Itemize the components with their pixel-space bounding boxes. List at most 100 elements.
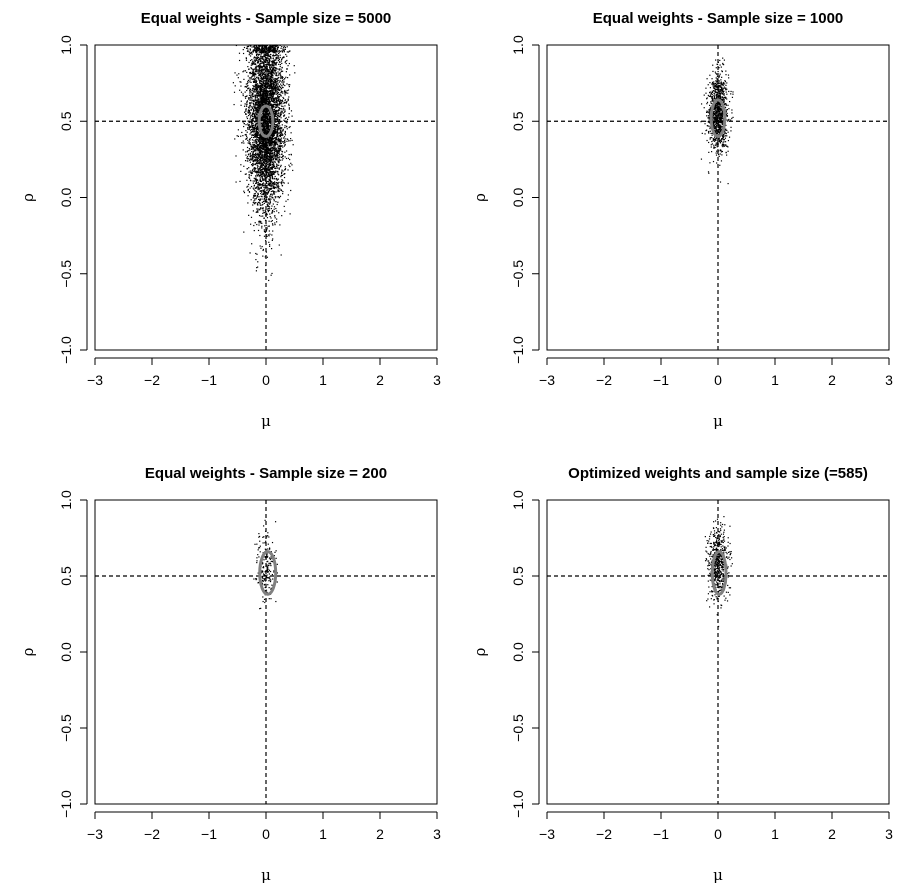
data-point xyxy=(263,150,265,152)
data-point xyxy=(258,138,260,140)
data-point xyxy=(248,158,250,160)
data-point xyxy=(270,158,272,160)
data-point xyxy=(249,152,251,154)
data-point xyxy=(268,142,270,144)
data-point xyxy=(266,128,268,130)
data-point xyxy=(258,214,261,217)
data-point xyxy=(260,190,262,192)
data-point xyxy=(259,200,261,202)
data-point xyxy=(262,128,264,130)
data-point xyxy=(267,113,270,116)
data-point xyxy=(274,128,276,130)
data-point xyxy=(268,207,270,209)
data-point xyxy=(268,118,271,120)
data-point xyxy=(258,188,260,190)
data-point xyxy=(280,75,282,77)
data-point xyxy=(274,217,276,219)
data-point xyxy=(260,195,262,197)
data-point xyxy=(276,156,278,158)
data-point xyxy=(253,100,255,103)
data-point xyxy=(275,45,278,47)
data-point xyxy=(256,173,258,175)
data-point xyxy=(267,144,269,146)
data-point xyxy=(266,122,269,124)
data-point xyxy=(264,115,266,118)
data-point xyxy=(259,163,261,165)
data-point xyxy=(268,103,270,105)
data-point xyxy=(279,50,281,52)
data-point xyxy=(269,195,271,197)
data-point xyxy=(257,144,259,146)
data-point xyxy=(276,142,278,144)
data-point xyxy=(255,116,257,118)
data-point xyxy=(262,171,264,173)
data-point xyxy=(273,69,275,71)
data-point xyxy=(261,222,263,224)
data-point xyxy=(278,212,280,214)
data-point xyxy=(276,116,279,118)
data-point xyxy=(257,56,259,58)
data-point xyxy=(274,71,276,73)
data-point xyxy=(273,193,276,195)
data-point xyxy=(277,86,279,88)
data-point xyxy=(277,161,279,163)
data-point xyxy=(270,138,272,140)
data-point xyxy=(255,84,258,86)
data-point xyxy=(260,135,262,137)
data-point xyxy=(269,158,271,160)
data-point xyxy=(261,169,263,171)
data-point xyxy=(254,56,256,59)
data-point xyxy=(272,203,274,205)
data-point xyxy=(232,82,234,84)
data-point xyxy=(268,182,270,184)
data-point xyxy=(276,49,279,51)
data-point xyxy=(251,46,253,48)
data-point xyxy=(252,125,254,127)
data-point xyxy=(290,110,293,112)
data-point xyxy=(273,181,276,183)
data-point xyxy=(253,229,255,232)
data-point xyxy=(247,87,249,89)
data-point xyxy=(262,178,264,180)
data-point xyxy=(272,98,274,100)
data-point xyxy=(254,79,256,81)
data-point xyxy=(256,59,258,61)
data-point xyxy=(255,95,257,97)
data-point xyxy=(275,137,278,139)
data-point xyxy=(262,212,264,214)
data-point xyxy=(271,76,273,78)
data-point xyxy=(276,144,279,146)
data-point xyxy=(257,208,259,210)
data-point xyxy=(279,224,281,226)
data-point xyxy=(249,45,251,47)
data-point xyxy=(273,88,275,90)
data-point xyxy=(263,229,265,231)
data-point xyxy=(269,181,271,183)
data-point xyxy=(254,81,256,83)
data-point xyxy=(270,151,272,153)
data-point xyxy=(262,99,264,101)
data-point xyxy=(273,153,275,155)
data-point xyxy=(287,89,290,91)
data-point xyxy=(274,103,276,105)
data-point xyxy=(263,69,266,71)
data-point xyxy=(259,154,261,157)
data-point xyxy=(254,72,256,75)
data-point xyxy=(285,76,287,78)
data-point xyxy=(268,112,270,114)
data-point xyxy=(278,167,280,169)
data-point xyxy=(250,158,252,160)
data-point xyxy=(266,113,268,116)
data-point xyxy=(269,152,272,155)
data-point xyxy=(269,81,271,83)
data-point xyxy=(255,147,257,149)
data-point xyxy=(251,112,254,114)
data-point xyxy=(255,111,257,113)
data-point xyxy=(257,261,259,263)
data-point xyxy=(290,138,292,140)
data-point xyxy=(258,144,260,146)
data-point xyxy=(260,92,262,94)
data-point xyxy=(268,209,270,211)
data-point xyxy=(272,86,274,88)
data-point xyxy=(262,200,265,203)
